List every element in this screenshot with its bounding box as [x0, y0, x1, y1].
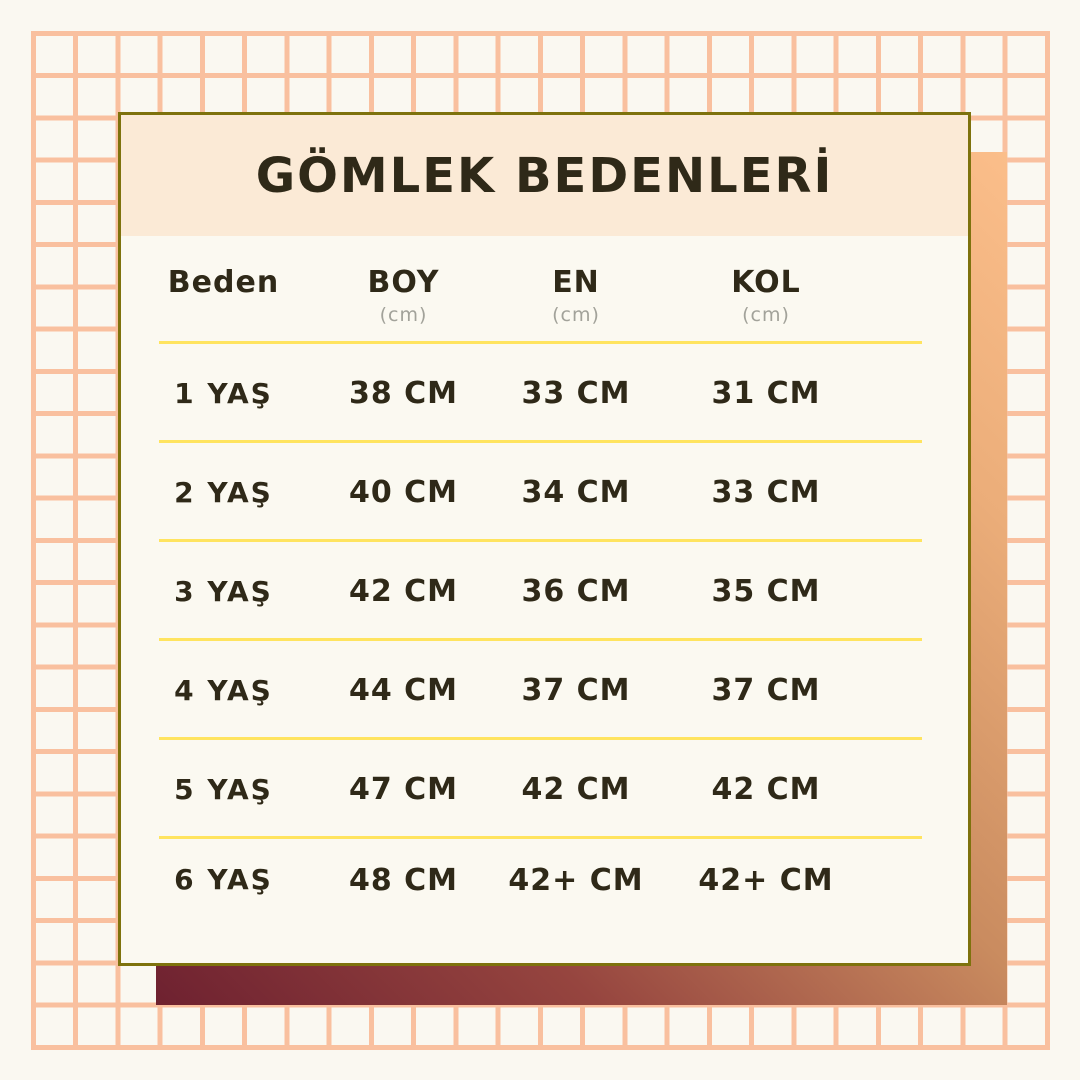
boy-cell: 48 CM: [348, 863, 459, 898]
en-cell: 42 CM: [521, 772, 631, 807]
table-row: 5 YAŞ 47 CM 42 CM 42 CM: [121, 740, 968, 839]
en-cell: 36 CM: [521, 574, 631, 609]
kol-cell: 35 CM: [711, 574, 821, 609]
size-cell: 2 YAŞ: [174, 476, 273, 509]
kol-cell: 42 CM: [711, 772, 821, 807]
column-header-en: EN (cm): [481, 265, 671, 326]
boy-cell: 38 CM: [348, 376, 459, 411]
table-row: 2 YAŞ 40 CM 34 CM 33 CM: [121, 443, 968, 542]
en-cell: 37 CM: [521, 673, 631, 708]
size-cell: 1 YAŞ: [174, 377, 273, 410]
column-unit: [121, 304, 326, 326]
column-label: Beden: [167, 264, 280, 300]
en-cell: 34 CM: [521, 475, 631, 510]
table-row: 3 YAŞ 42 CM 36 CM 35 CM: [121, 542, 968, 641]
size-cell: 4 YAŞ: [174, 674, 273, 707]
size-cell: 3 YAŞ: [174, 575, 273, 608]
kol-cell: 31 CM: [711, 376, 821, 411]
size-cell: 5 YAŞ: [174, 773, 273, 806]
column-header-boy: BOY (cm): [326, 265, 481, 326]
boy-cell: 40 CM: [348, 475, 459, 510]
column-unit: (cm): [552, 303, 600, 326]
size-cell: 6 YAŞ: [174, 863, 273, 896]
card-header: GÖMLEK BEDENLERİ: [121, 115, 968, 236]
column-header-beden: Beden: [121, 265, 326, 326]
kol-cell: 33 CM: [711, 475, 821, 510]
page-title: GÖMLEK BEDENLERİ: [255, 147, 834, 204]
column-unit: (cm): [742, 303, 790, 326]
column-unit: (cm): [379, 303, 428, 326]
column-label: EN: [552, 264, 600, 300]
table-row: 1 YAŞ 38 CM 33 CM 31 CM: [121, 344, 968, 443]
table-header-row: Beden BOY (cm) EN (cm) KOL (cm): [121, 236, 968, 344]
en-cell: 33 CM: [521, 376, 631, 411]
boy-cell: 44 CM: [348, 673, 459, 708]
column-label: BOY: [367, 264, 440, 300]
column-header-kol: KOL (cm): [671, 265, 861, 326]
table-row: 6 YAŞ 48 CM 42+ CM 42+ CM: [121, 839, 968, 963]
en-cell: 42+ CM: [508, 863, 644, 898]
kol-cell: 37 CM: [711, 673, 821, 708]
size-chart-card: GÖMLEK BEDENLERİ Beden BOY (cm) EN (cm) …: [118, 112, 971, 966]
boy-cell: 47 CM: [348, 772, 459, 807]
table-row: 4 YAŞ 44 CM 37 CM 37 CM: [121, 641, 968, 740]
kol-cell: 42+ CM: [698, 863, 834, 898]
column-label: KOL: [731, 264, 801, 300]
boy-cell: 42 CM: [348, 574, 459, 609]
